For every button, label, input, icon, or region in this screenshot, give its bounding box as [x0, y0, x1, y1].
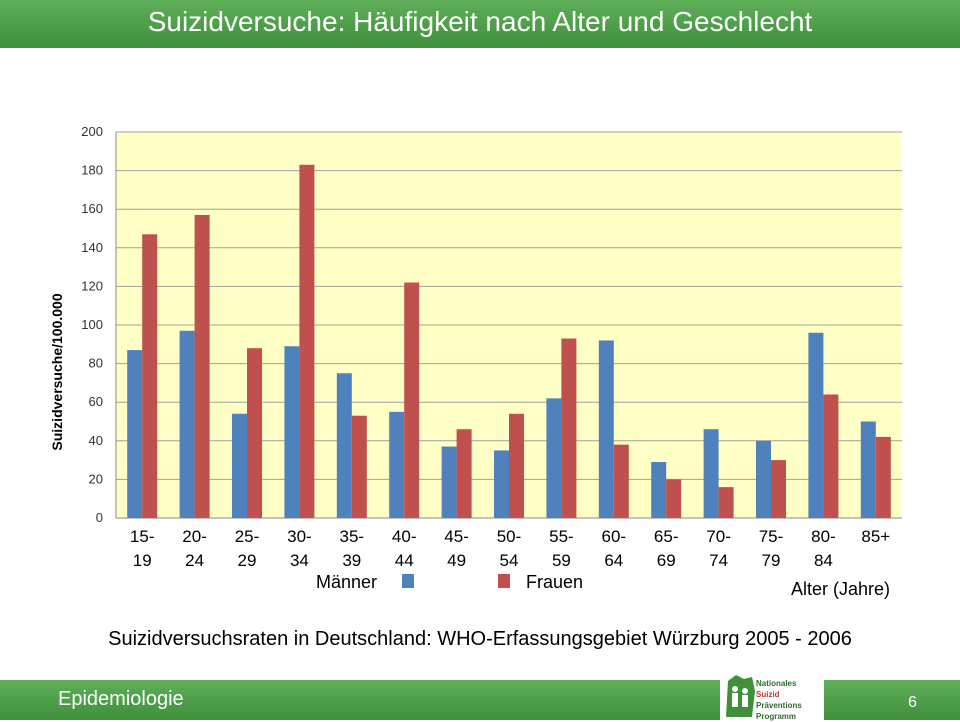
x-tick-label: 29 — [238, 551, 257, 570]
logo-line-2b: Präventions — [756, 701, 802, 710]
y-tick-label: 160 — [81, 201, 103, 216]
legend-swatch-men — [402, 574, 414, 588]
bar-men-8 — [546, 398, 562, 518]
legend-swatch-women — [498, 574, 510, 588]
header-bar — [0, 0, 960, 48]
x-tick-label: 40- — [392, 527, 417, 546]
y-tick-label: 120 — [81, 278, 103, 293]
logo-line-2: Suizid Präventions — [756, 689, 824, 711]
bar-men-6 — [441, 446, 457, 518]
y-tick-label: 40 — [89, 433, 103, 448]
x-tick-label: 70- — [706, 527, 731, 546]
x-tick-label: 50- — [497, 527, 522, 546]
y-tick-label: 80 — [89, 356, 103, 371]
x-tick-label: 80- — [811, 527, 836, 546]
bar-women-11 — [718, 487, 734, 518]
bar-women-0 — [142, 234, 158, 519]
bar-men-10 — [651, 462, 667, 518]
page-number: 6 — [908, 694, 917, 711]
x-tick-label: 74 — [709, 551, 728, 570]
program-logo: Nationales Suizid Präventions Programm — [720, 670, 824, 722]
bar-women-4 — [351, 415, 367, 518]
legend-label-men: Männer — [316, 572, 377, 592]
y-tick-label: 20 — [89, 471, 103, 486]
logo-wordmark: Nationales Suizid Präventions Programm — [756, 678, 824, 722]
bar-women-13 — [823, 394, 839, 518]
x-tick-label: 60- — [602, 527, 627, 546]
x-tick-label: 25- — [235, 527, 260, 546]
bar-men-13 — [808, 332, 824, 518]
bar-men-11 — [703, 429, 719, 518]
x-tick-label: 75- — [759, 527, 784, 546]
bar-women-12 — [771, 460, 786, 518]
bar-men-5 — [389, 411, 405, 518]
x-tick-label: 19 — [133, 551, 152, 570]
x-tick-label: 35- — [340, 527, 365, 546]
x-tick-labels: 15- 19 20- 24 25- 29 30- 34 35- 39 40- 44 45- 49 50- 54… — [130, 527, 890, 570]
logo-line-3: Programm — [756, 712, 797, 721]
x-tick-label: 84 — [814, 551, 833, 570]
legend-label-women: Frauen — [526, 572, 583, 592]
logo-icon — [726, 675, 755, 717]
footer-section-label: Epidemiologie — [58, 688, 184, 710]
x-tick-label: 34 — [290, 551, 309, 570]
x-tick-label: 30- — [287, 527, 312, 546]
x-tick-label: 24 — [185, 551, 204, 570]
x-tick-label: 49 — [447, 551, 466, 570]
y-tick-label: 180 — [81, 163, 103, 178]
legend: Männer Frauen — [316, 572, 583, 592]
y-tick-label: 140 — [81, 240, 103, 255]
logo-line-2a: Suizid — [756, 690, 780, 699]
bar-women-7 — [509, 413, 524, 518]
bar-men-1 — [179, 330, 195, 518]
bar-men-14 — [860, 421, 876, 518]
y-tick-labels: 0 20 40 60 80 100 120 140 160 180 200 — [81, 124, 103, 525]
bar-women-10 — [666, 479, 682, 518]
y-tick-label: 60 — [89, 394, 103, 409]
slide-title: Suizidversuche: Häufigkeit nach Alter un… — [147, 6, 813, 37]
logo-line-1: Nationales — [756, 679, 797, 688]
bar-chart: 0 20 40 60 80 100 120 140 160 180 200 15- 19 20- 24 25… — [49, 124, 902, 599]
bar-women-1 — [194, 214, 210, 519]
x-tick-label: 44 — [395, 551, 414, 570]
x-tick-label: 69 — [657, 551, 676, 570]
bar-men-2 — [232, 413, 247, 518]
chart-caption: Suizidversuchsraten in Deutschland: WHO-… — [108, 628, 852, 650]
y-tick-label: 200 — [81, 124, 103, 139]
x-tick-label: 64 — [604, 551, 623, 570]
y-tick-label: 0 — [96, 510, 103, 525]
y-tick-label: 100 — [81, 317, 103, 332]
bar-men-4 — [336, 373, 352, 518]
bar-men-12 — [756, 440, 771, 518]
bar-women-2 — [247, 348, 262, 518]
bar-women-3 — [299, 164, 315, 518]
bar-women-8 — [561, 338, 577, 518]
x-tick-label: 39 — [342, 551, 361, 570]
bar-women-5 — [404, 282, 420, 518]
x-tick-label: 45- — [444, 527, 469, 546]
y-axis-label: Suizidversuche/100.000 — [49, 293, 65, 450]
bar-women-6 — [456, 429, 472, 518]
bar-women-9 — [613, 444, 629, 518]
x-tick-label: 79 — [762, 551, 781, 570]
bar-women-14 — [875, 436, 891, 518]
bar-men-7 — [494, 450, 509, 518]
x-axis-label: Alter (Jahre) — [791, 579, 890, 599]
bar-men-0 — [127, 350, 143, 518]
x-tick-label: 65- — [654, 527, 679, 546]
x-tick-label: 55- — [549, 527, 574, 546]
x-tick-label: 54 — [500, 551, 519, 570]
bar-men-3 — [284, 346, 300, 518]
x-tick-label: 59 — [552, 551, 571, 570]
bars — [127, 164, 891, 519]
bar-men-9 — [598, 340, 614, 518]
x-tick-label: 85+ — [861, 527, 890, 546]
x-tick-label: 15- — [130, 527, 155, 546]
x-tick-label: 20- — [182, 527, 207, 546]
